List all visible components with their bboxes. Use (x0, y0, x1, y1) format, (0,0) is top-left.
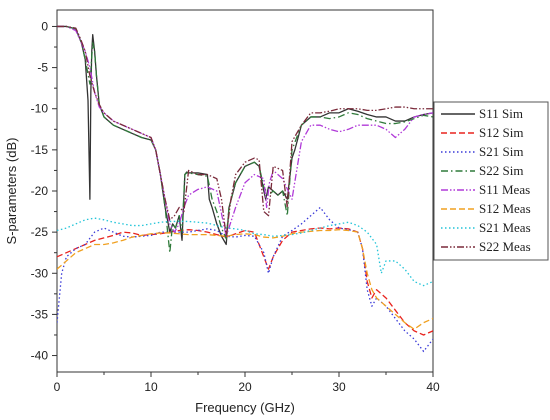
plot-area (56, 9, 434, 373)
legend-label-s22-sim: S22 Sim (479, 163, 523, 178)
y-axis-title: S-parameters (dB) (4, 138, 19, 245)
legend-label-s12-sim: S12 Sim (479, 125, 523, 140)
x-tick-label: 10 (144, 380, 158, 394)
y-tick-label: -20 (31, 184, 49, 198)
y-tick-label: -40 (31, 349, 49, 363)
y-tick-label: -5 (37, 61, 48, 75)
y-tick-label: -30 (31, 266, 49, 280)
y-tick-label: -35 (31, 307, 49, 321)
series-line-s11-sim (57, 25, 433, 246)
x-tick-label: 40 (426, 380, 440, 394)
legend-label-s11-sim: S11 Sim (479, 106, 523, 121)
x-axis-title: Frequency (GHz) (195, 400, 295, 415)
series-lines (57, 25, 433, 353)
series-line-s12-sim (57, 227, 433, 336)
x-tick-label: 30 (332, 380, 346, 394)
y-tick-label: -10 (31, 102, 49, 116)
y-tick-label: -25 (31, 225, 49, 239)
y-tick-label: -15 (31, 143, 49, 157)
legend-box (433, 101, 549, 261)
legend-label-s21-sim: S21 Sim (479, 144, 523, 159)
series-line-s22-meas (57, 25, 433, 237)
series-line-s12-meas (57, 229, 433, 330)
series-line-s21-sim (57, 206, 433, 353)
legend-label-s21-meas: S21 Meas (479, 220, 531, 235)
series-line-s11-meas (57, 25, 433, 237)
x-tick-label: 20 (238, 380, 252, 394)
series-line-s22-sim (57, 25, 433, 254)
series-line-s21-meas (57, 217, 433, 287)
legend-label-s12-meas: S12 Meas (479, 201, 531, 216)
legend-label-s22-meas: S22 Meas (479, 239, 531, 254)
legend: S11 Sim S12 Sim S21 Sim S22 Sim S11 Meas S12 … (433, 101, 549, 261)
y-tick-label: 0 (41, 19, 48, 33)
legend-label-s11-meas: S11 Meas (479, 182, 530, 197)
x-tick-label: 0 (54, 380, 61, 394)
axis-ticks: 0 10 20 30 40 0 -5 -10 -15 -20 -25 -30 -35 -40 (31, 19, 440, 394)
